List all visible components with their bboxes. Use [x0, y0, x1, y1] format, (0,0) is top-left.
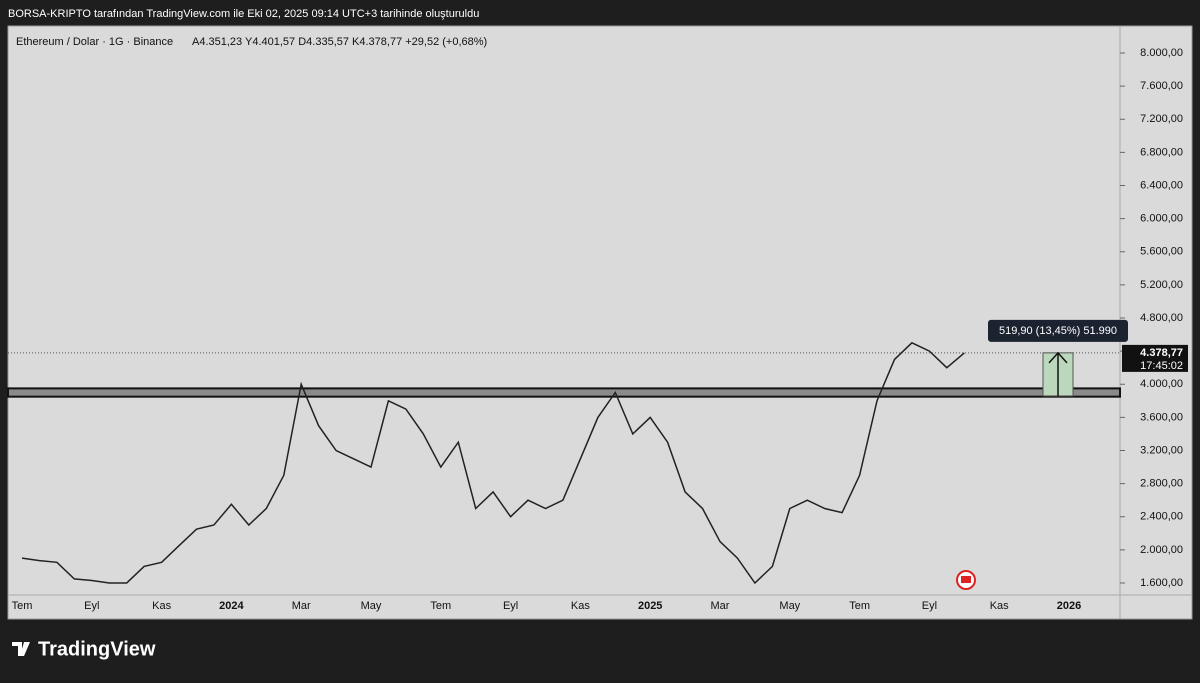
support-zone	[7, 387, 1121, 398]
y-tick-label: 2.400,00	[1140, 511, 1183, 523]
y-tick-label: 7.600,00	[1140, 80, 1183, 92]
x-tick-label: 2025	[638, 600, 662, 612]
measure-tag	[988, 319, 1128, 342]
y-tick-label: 1.600,00	[1140, 577, 1183, 589]
y-tick-label: 8.000,00	[1140, 47, 1183, 59]
y-tick-label: 2.800,00	[1140, 478, 1183, 490]
x-tick-label: Kas	[990, 600, 1009, 612]
last-price-box	[1122, 344, 1188, 372]
ohlc-text: A4.351,23 Y4.401,57 D4.335,57 K4.378,77 …	[192, 36, 487, 48]
last-price-label: 4.378,77	[1140, 347, 1183, 359]
x-tick-label: May	[361, 600, 382, 612]
header: BORSA-KRIPTO tarafından TradingView.com …	[8, 8, 479, 20]
y-tick-label: 6.400,00	[1140, 179, 1183, 191]
y-tick-label: 7.200,00	[1140, 113, 1183, 125]
y-tick-label: 6.000,00	[1140, 213, 1183, 225]
x-tick-label: May	[779, 600, 800, 612]
y-tick-label: 3.600,00	[1140, 411, 1183, 423]
y-tick-label: 3.200,00	[1140, 444, 1183, 456]
brand: TradingView	[38, 638, 156, 660]
countdown: 17:45:02	[1140, 360, 1183, 372]
x-tick-label: 2026	[1057, 600, 1081, 612]
chart-title: Ethereum / Dolar · 1G · Binance	[16, 36, 173, 48]
measure-label: 519,90 (13,45%) 51.990	[999, 325, 1117, 337]
x-tick-label: 2024	[219, 600, 244, 612]
brand-logo	[12, 642, 30, 656]
y-tick-label: 4.000,00	[1140, 378, 1183, 390]
x-tick-label: Kas	[152, 600, 171, 612]
x-tick-label: Eyl	[84, 600, 99, 612]
price-line	[21, 341, 965, 585]
x-tick-label: Mar	[711, 600, 730, 612]
x-tick-label: Eyl	[922, 600, 937, 612]
measure-arrow-head	[1048, 351, 1068, 364]
y-tick-label: 5.200,00	[1140, 279, 1183, 291]
y-tick-label: 4.800,00	[1140, 312, 1183, 324]
y-tick-label: 5.600,00	[1140, 246, 1183, 258]
x-tick-label: Tem	[430, 600, 451, 612]
y-tick-label: 6.800,00	[1140, 146, 1183, 158]
flag-icon	[956, 570, 976, 590]
y-tick-label: 2.000,00	[1140, 544, 1183, 556]
x-tick-label: Eyl	[503, 600, 518, 612]
x-tick-label: Mar	[292, 600, 311, 612]
x-tick-label: Tem	[12, 600, 33, 612]
x-tick-label: Kas	[571, 600, 590, 612]
x-tick-label: Tem	[849, 600, 870, 612]
